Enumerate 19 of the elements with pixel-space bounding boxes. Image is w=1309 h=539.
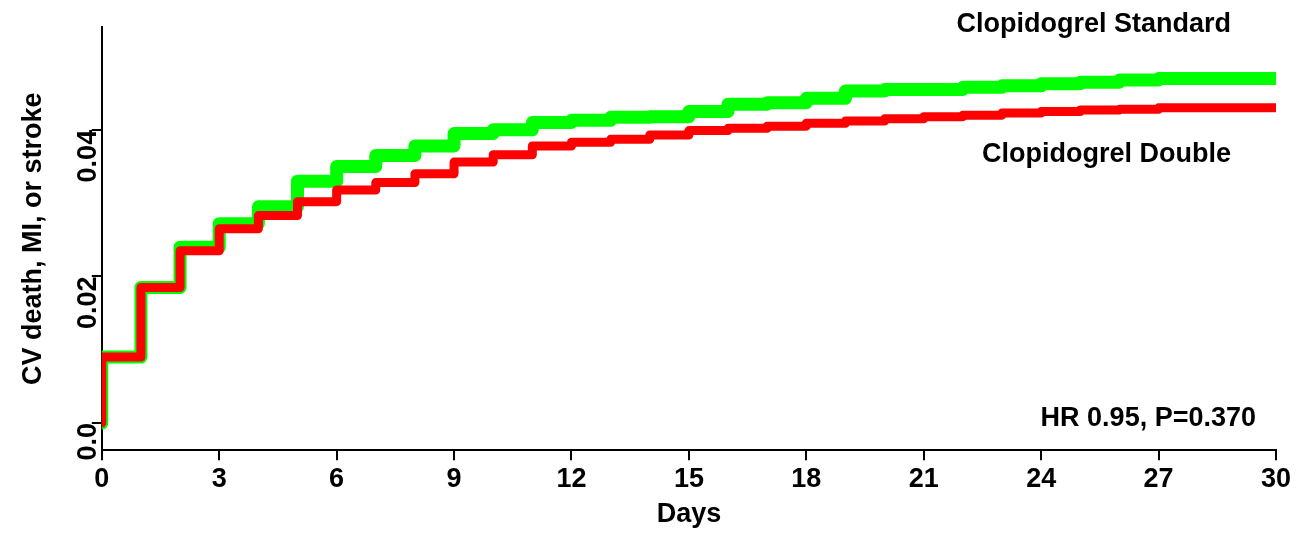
x-tick-label: 15: [673, 462, 704, 493]
x-tick-label: 24: [1026, 462, 1057, 493]
x-tick-label: 12: [556, 462, 587, 493]
series-label: Clopidogrel Standard: [956, 8, 1231, 39]
x-axis-title: Days: [656, 498, 722, 529]
x-tick-label: 21: [908, 462, 939, 493]
y-tick-label: 0.04: [72, 129, 103, 183]
y-axis-title: CV death, MI, or stroke: [16, 92, 47, 385]
x-tick-label: 27: [1143, 462, 1174, 493]
x-tick-label: 0: [94, 462, 110, 493]
y-tick-label: 0.02: [72, 276, 103, 330]
x-tick-label: 3: [211, 462, 227, 493]
series-label: Clopidogrel Double: [982, 137, 1231, 168]
x-tick-label: 30: [1260, 462, 1292, 493]
y-tick-label: 0.0: [72, 423, 103, 461]
annotation: HR 0.95, P=0.370: [1040, 402, 1256, 433]
x-tick-label: 9: [446, 462, 462, 493]
x-tick-label: 18: [791, 462, 822, 493]
x-tick-label: 6: [329, 462, 345, 493]
